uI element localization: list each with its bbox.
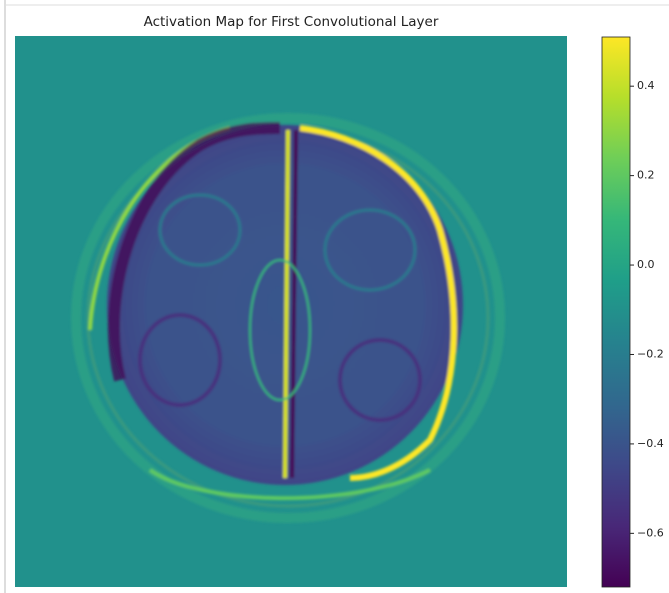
chart-title: Activation Map for First Convolutional L… (144, 14, 439, 30)
colorbar-tick-label: −0.6 (637, 526, 664, 539)
colorbar (601, 36, 631, 588)
gyrus (249, 259, 311, 401)
gyrus (338, 338, 422, 422)
skull-ring (71, 113, 505, 523)
colorbar-tick-label: 0.4 (637, 79, 655, 92)
dark-edge (108, 122, 281, 382)
colorbar-tick-label: −0.4 (637, 437, 664, 450)
colorbar-tick-label: 0.2 (637, 169, 655, 182)
midline (283, 129, 290, 479)
gyrus (158, 193, 242, 267)
bright-edge (299, 125, 457, 481)
skull-edge (148, 468, 431, 501)
colorbar-tick-label: −0.2 (637, 347, 664, 360)
gyrus (138, 313, 222, 407)
gyrus (323, 208, 417, 292)
brain-texture (71, 113, 505, 523)
activation-image (15, 36, 567, 587)
colorbar-tick-label: 0.0 (637, 258, 655, 271)
midline (290, 129, 298, 479)
